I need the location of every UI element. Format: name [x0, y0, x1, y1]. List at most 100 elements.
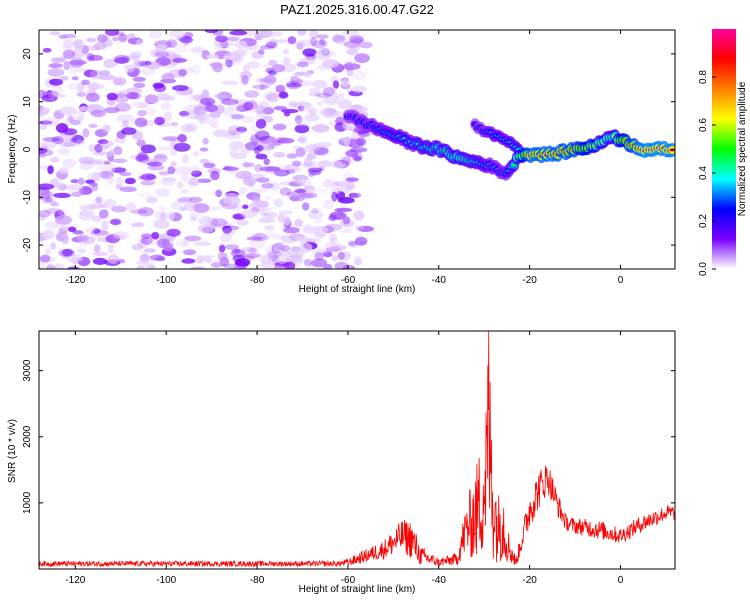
- heatmap-cell-88: [307, 210, 324, 220]
- heatmap-cell-95: [174, 166, 192, 175]
- heatmap-cell-130: [190, 216, 197, 221]
- heatmap-cell-583: [60, 225, 69, 231]
- heatmap-cell-165: [223, 133, 241, 140]
- heatmap-cell-560: [133, 67, 141, 75]
- heatmap-cell-786: [180, 124, 195, 133]
- heatmap-cell-849: [356, 106, 368, 112]
- heatmap-cell-539: [343, 171, 354, 180]
- heatmap-cell-265: [268, 39, 279, 45]
- heatmap-cell-607: [103, 60, 115, 69]
- heatmap-cell-631: [273, 105, 287, 111]
- heatmap-cell-547: [96, 165, 108, 172]
- heatmap-cell-765: [112, 231, 130, 240]
- heatmap-cell-705: [255, 112, 265, 119]
- heatmap-cell-514: [296, 175, 307, 186]
- heatmap-cell-498: [294, 188, 307, 193]
- heatmap-cell-638: [57, 167, 70, 174]
- colorbar-label: Normalized spectral amplitude: [737, 81, 748, 216]
- heatmap-cell-862: [205, 54, 219, 59]
- heatmap-cell-460: [118, 33, 128, 43]
- heatmap-cell-363: [55, 215, 72, 225]
- heatmap-cell-755: [113, 77, 127, 86]
- heatmap-cell-854: [42, 229, 55, 240]
- heatmap-cell-397: [146, 196, 158, 204]
- heatmap-cell-710: [161, 177, 176, 182]
- heatmap-cell-378: [285, 255, 304, 263]
- heatmap-cell-615: [50, 242, 57, 250]
- heatmap-cell-201: [301, 39, 314, 48]
- heatmap-cell-602: [255, 177, 270, 183]
- heatmap-cell-226: [69, 119, 82, 125]
- heatmap-cell-238: [61, 158, 77, 168]
- heatmap-cell-753: [44, 248, 52, 255]
- heatmap-cell-401: [184, 235, 202, 242]
- heatmap-cell-380: [181, 172, 189, 183]
- spectrogram-y-tick-label-3: 10: [22, 96, 33, 108]
- heatmap-cell-613: [121, 119, 130, 129]
- heatmap-cell-563: [103, 198, 117, 209]
- heatmap-cell-117: [196, 255, 204, 264]
- heatmap-cell-427: [351, 85, 368, 93]
- heatmap-cell-561: [77, 234, 89, 242]
- heatmap-cell-899: [66, 187, 84, 196]
- heatmap-cell-757: [130, 118, 145, 127]
- heatmap-cell-776: [314, 251, 325, 261]
- heatmap-cell-635: [50, 57, 66, 63]
- heatmap-cell-891: [257, 30, 273, 39]
- heatmap-cell-754: [203, 162, 216, 169]
- heatmap-cell-719: [135, 260, 148, 265]
- heatmap-cell-360: [137, 207, 154, 217]
- heatmap-cell-578: [201, 226, 213, 234]
- heatmap-cell-836: [88, 182, 98, 187]
- heatmap-cell-572: [182, 240, 189, 247]
- heatmap-cell-450: [321, 47, 330, 56]
- heatmap-cell-366: [244, 253, 261, 259]
- heatmap-cell-409: [230, 152, 247, 160]
- heatmap-cell-210: [92, 257, 108, 265]
- heatmap-cell-470: [296, 78, 303, 84]
- heatmap-cell-732: [99, 70, 111, 76]
- heatmap-cell-762: [106, 92, 118, 101]
- heatmap-cell-389: [68, 50, 87, 61]
- heatmap-cell-721: [166, 39, 178, 49]
- heatmap-cell-49: [110, 218, 122, 226]
- heatmap-cell-853: [258, 48, 265, 55]
- heatmap-cell-325: [141, 119, 156, 127]
- heatmap-cell-436: [346, 48, 358, 56]
- heatmap-cell-94: [264, 211, 278, 219]
- heatmap-cell-843: [279, 187, 292, 196]
- spectrogram-x-tick-label-3: -60: [341, 275, 356, 286]
- snr-x-tick-label-2: -80: [250, 575, 265, 586]
- heatmap-cell-689: [295, 147, 306, 158]
- heatmap-cell-704: [312, 249, 330, 255]
- heatmap-cell-111: [324, 177, 332, 183]
- heatmap-cell-784: [47, 68, 65, 77]
- heatmap-cell-707: [93, 243, 101, 254]
- heatmap-cell-599: [114, 136, 127, 144]
- heatmap-cell-817: [49, 78, 63, 86]
- heatmap-cell-759: [342, 264, 356, 269]
- heatmap-cell-581: [166, 210, 176, 221]
- heatmap-cell-298: [335, 40, 351, 46]
- heatmap-cell-424: [64, 117, 81, 126]
- heatmap-cell-651: [355, 137, 366, 146]
- heatmap-cell-641: [161, 72, 175, 83]
- heatmap-cell-793: [67, 69, 79, 74]
- heatmap-cell-658: [222, 227, 236, 237]
- heatmap-cell-645: [252, 199, 261, 207]
- colorbar: 0.0 0.2 0.4 0.6 0.8 Normalized spectral ampl…: [698, 29, 748, 276]
- heatmap-cell-713: [101, 140, 114, 147]
- heatmap-cell-155: [163, 111, 173, 122]
- heatmap-cell-528: [188, 176, 201, 186]
- heatmap-cell-58: [160, 211, 167, 221]
- heatmap-cell-342: [281, 63, 297, 73]
- heatmap-cell-356: [282, 48, 290, 55]
- heatmap-cell-669: [115, 177, 123, 186]
- heatmap-cell-701: [111, 158, 128, 163]
- heatmap-cell-794: [179, 36, 194, 44]
- heatmap-cell-557: [188, 196, 203, 203]
- heatmap-cell-890: [45, 208, 62, 214]
- heatmap-cell-780: [107, 243, 115, 254]
- heatmap-cell-697: [91, 172, 101, 182]
- heatmap-cell-706: [244, 90, 260, 98]
